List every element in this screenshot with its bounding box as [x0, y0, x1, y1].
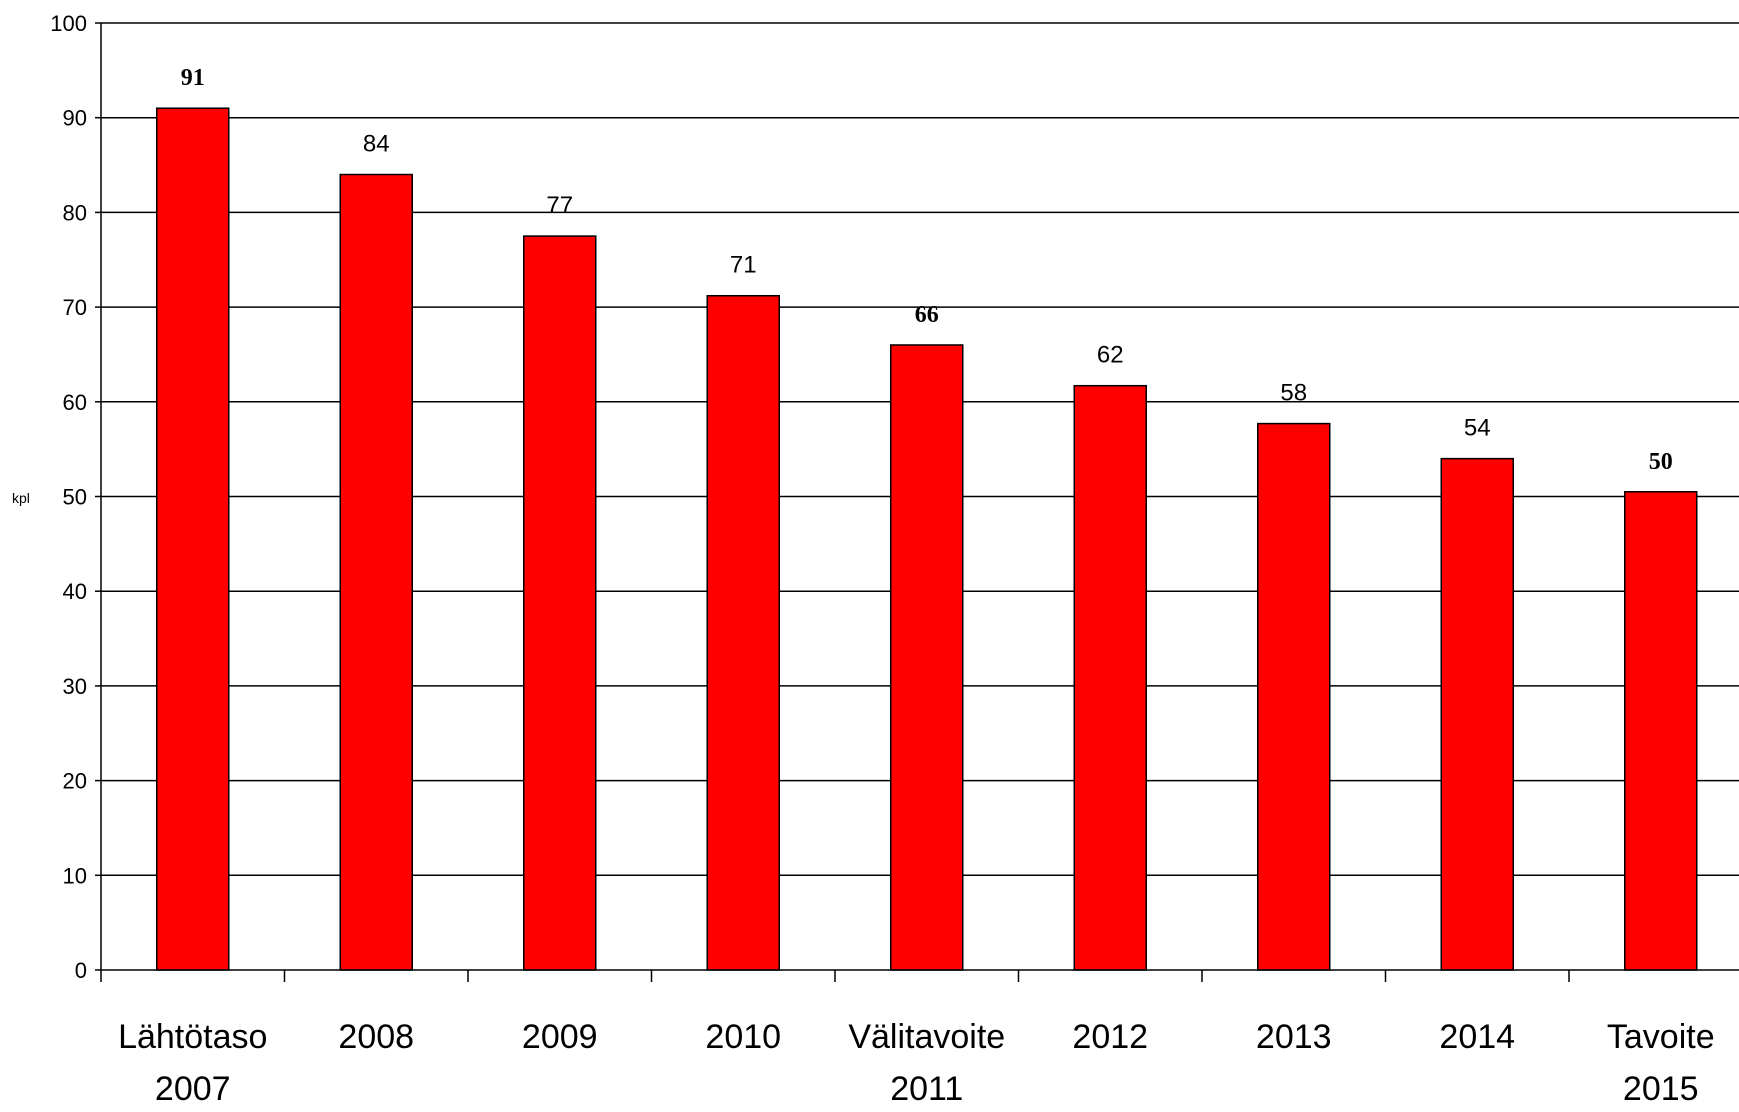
data-label: 91 [181, 65, 205, 91]
bar [706, 294, 780, 971]
bar [156, 107, 230, 971]
data-label: 71 [730, 252, 757, 279]
y-tick-label: 20 [63, 769, 87, 794]
y-axis-ticks: 0 10 20 30 40 50 60 70 80 90 100 [50, 11, 101, 983]
bar [890, 344, 964, 971]
bars [156, 107, 1698, 971]
x-category-label: 2009 [522, 1018, 598, 1056]
y-axis-title: kpl [12, 490, 30, 506]
data-label: 54 [1464, 415, 1491, 442]
data-label: 50 [1649, 449, 1673, 475]
y-tick-label: 50 [63, 485, 87, 510]
x-axis: Lähtötaso 2007 2008 2009 2010 Välitavoite 2011… [100, 23, 1739, 1108]
bar [1440, 457, 1514, 971]
bar [523, 235, 597, 971]
bar [1073, 384, 1147, 971]
x-category-label: Tavoite 2015 [1607, 1018, 1715, 1108]
x-category-label: 2012 [1072, 1018, 1148, 1056]
y-tick-label: 60 [63, 390, 87, 415]
data-label: 66 [915, 302, 939, 328]
y-tick-label: 40 [63, 579, 87, 604]
y-tick-label: 10 [63, 863, 87, 888]
x-category-label: 2010 [705, 1018, 781, 1056]
data-label: 62 [1097, 342, 1124, 369]
data-label: 84 [363, 131, 390, 158]
y-tick-label: 70 [63, 295, 87, 320]
y-tick-label: 0 [75, 958, 87, 983]
x-category-label: Välitavoite 2011 [848, 1018, 1005, 1108]
y-tick-label: 90 [63, 106, 87, 131]
x-category-label: Lähtötaso 2007 [118, 1018, 267, 1108]
bar [1624, 491, 1698, 971]
data-label: 58 [1280, 380, 1307, 407]
bar [1257, 422, 1331, 971]
y-tick-label: 80 [63, 200, 87, 225]
x-category-label: 2008 [338, 1018, 414, 1056]
bar [339, 173, 413, 971]
y-tick-label: 100 [50, 11, 87, 36]
x-category-label: 2013 [1256, 1018, 1332, 1056]
x-category-label: 2014 [1439, 1018, 1515, 1056]
data-labels: 91 84 77 71 66 62 58 54 50 [181, 65, 1673, 475]
data-label: 77 [546, 192, 573, 219]
y-tick-label: 30 [63, 674, 87, 699]
